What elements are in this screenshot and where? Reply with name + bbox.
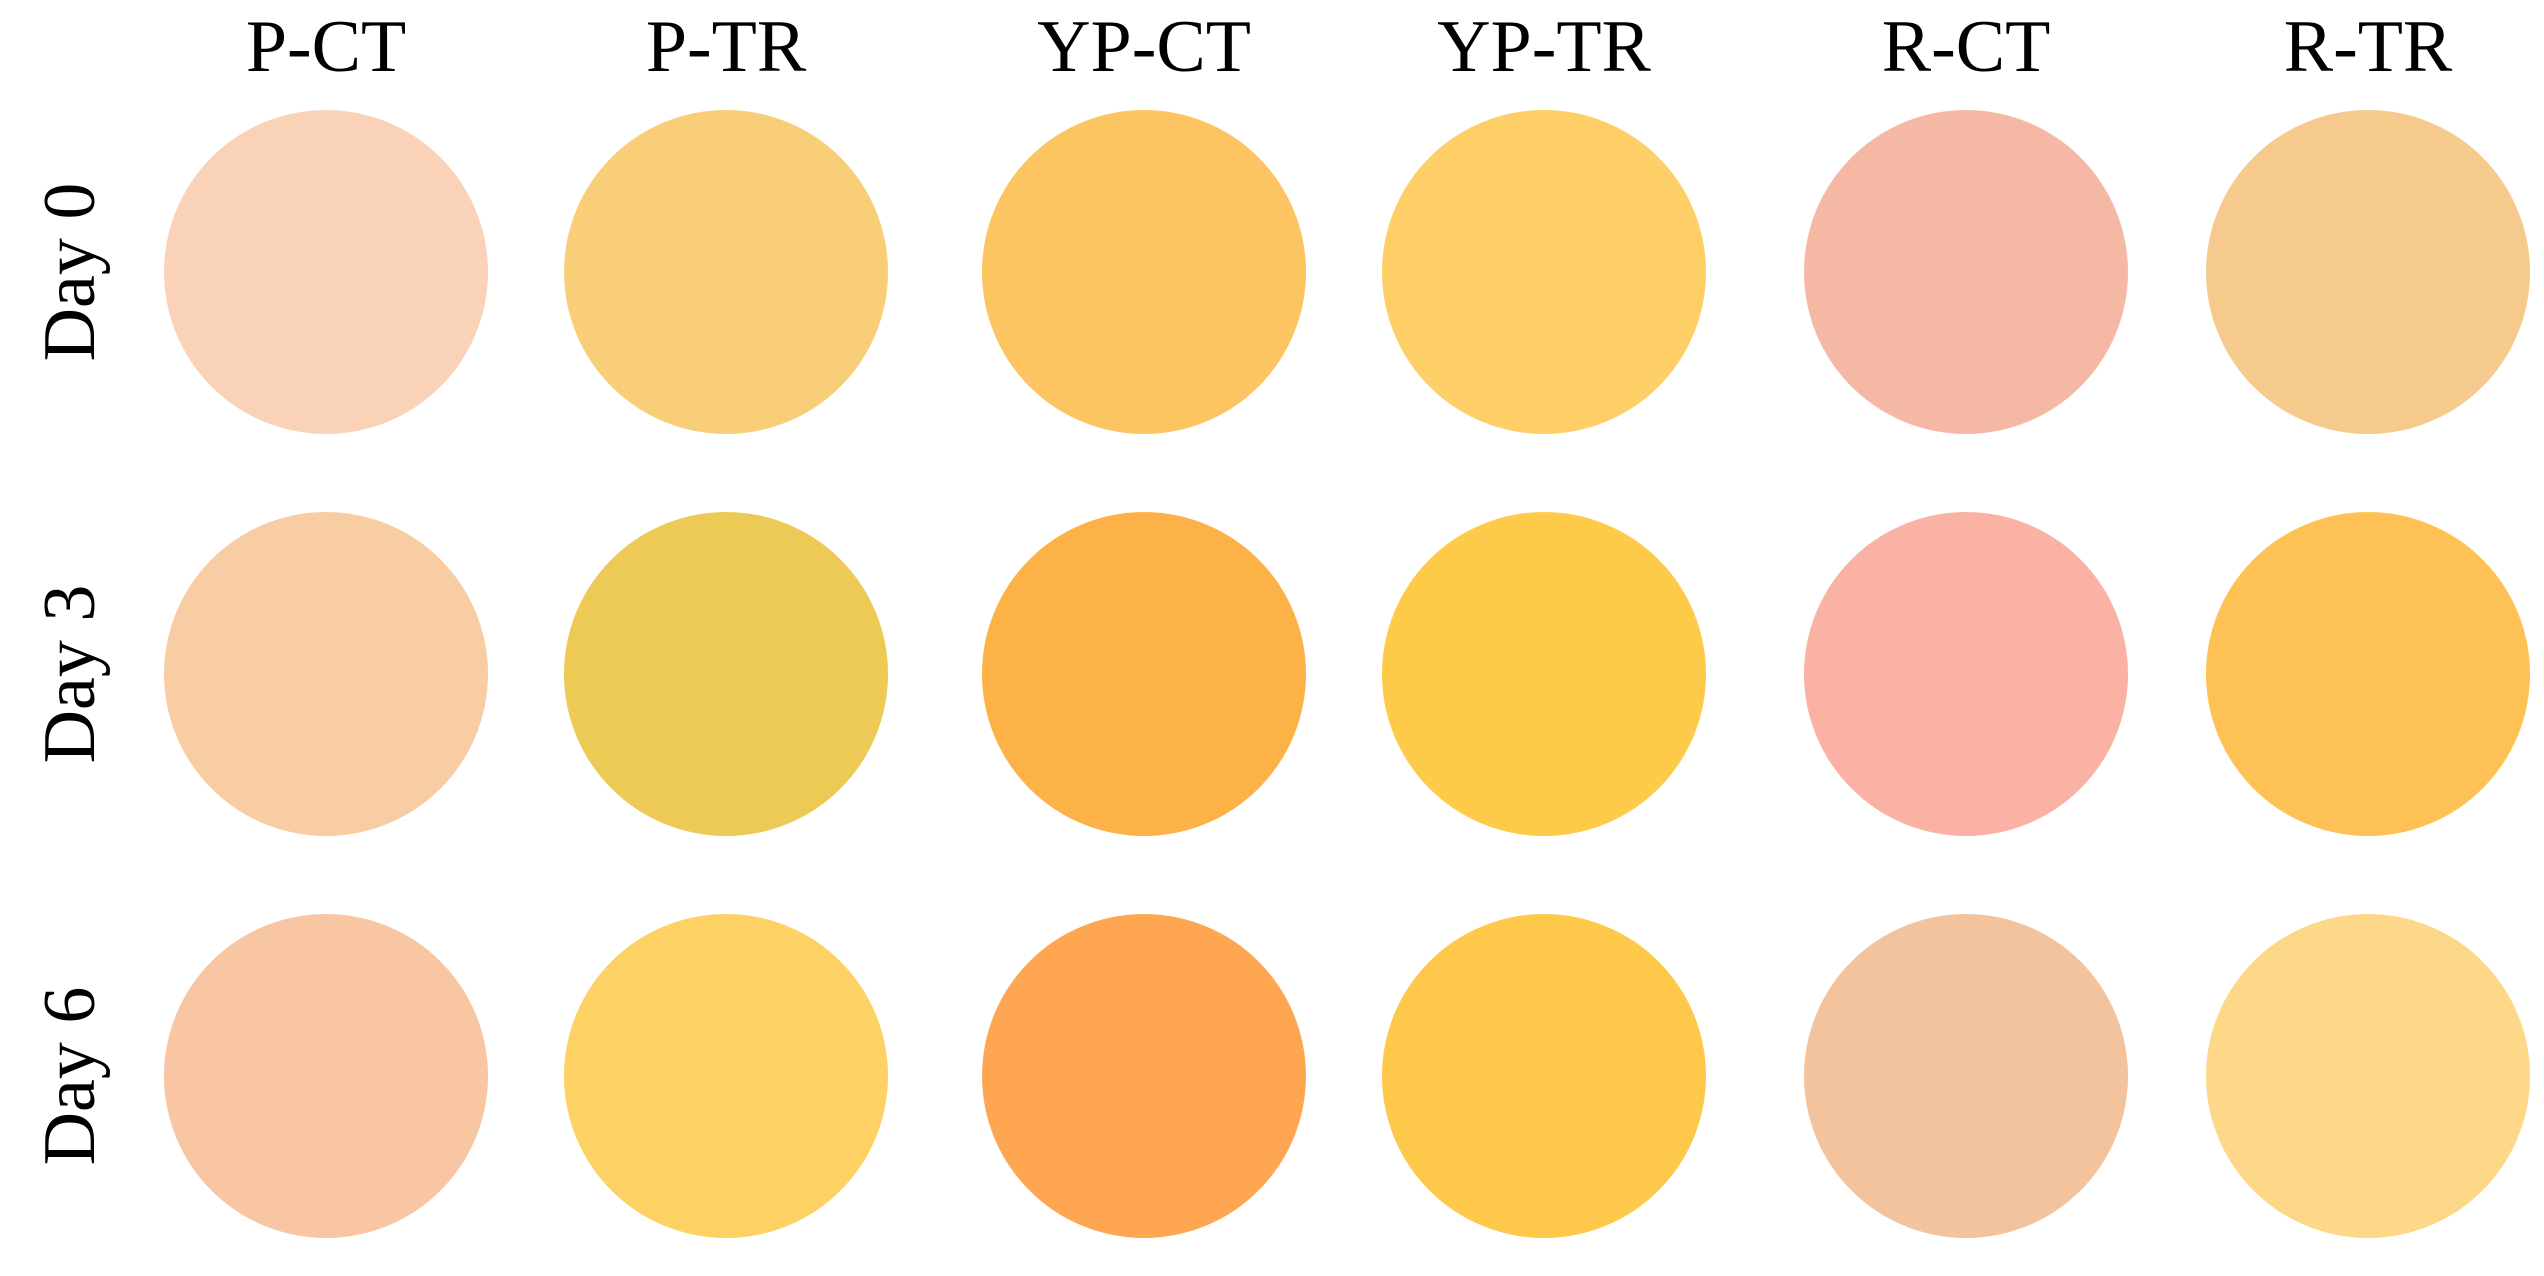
swatch-yp-ct-day-3 — [982, 512, 1306, 836]
swatch-r-ct-day-6 — [1804, 914, 2128, 1238]
swatch-p-tr-day-6 — [564, 914, 888, 1238]
column-label-p-ct: P-CT — [245, 6, 407, 88]
swatch-yp-ct-day-6 — [982, 914, 1306, 1238]
swatch-r-tr-day-3 — [2206, 512, 2530, 836]
swatch-p-tr-day-0 — [564, 110, 888, 434]
column-label-yp-ct: YP-CT — [1037, 6, 1251, 88]
swatch-yp-tr-day-3 — [1382, 512, 1706, 836]
row-label-day-3: Day 3 — [29, 584, 111, 764]
column-label-yp-tr: YP-TR — [1437, 6, 1651, 88]
row-label-day-6: Day 6 — [29, 986, 111, 1166]
swatch-p-ct-day-6 — [164, 914, 488, 1238]
swatch-r-ct-day-0 — [1804, 110, 2128, 434]
column-label-r-tr: R-TR — [2283, 6, 2453, 88]
swatch-r-tr-day-6 — [2206, 914, 2530, 1238]
row-label-day-0: Day 0 — [29, 182, 111, 362]
column-label-r-ct: R-CT — [1881, 6, 2051, 88]
swatch-yp-tr-day-0 — [1382, 110, 1706, 434]
swatch-r-ct-day-3 — [1804, 512, 2128, 836]
swatch-p-ct-day-0 — [164, 110, 488, 434]
swatch-r-tr-day-0 — [2206, 110, 2530, 434]
column-label-p-tr: P-TR — [645, 6, 807, 88]
swatch-p-ct-day-3 — [164, 512, 488, 836]
swatch-p-tr-day-3 — [564, 512, 888, 836]
swatch-yp-ct-day-0 — [982, 110, 1306, 434]
swatch-yp-tr-day-6 — [1382, 914, 1706, 1238]
